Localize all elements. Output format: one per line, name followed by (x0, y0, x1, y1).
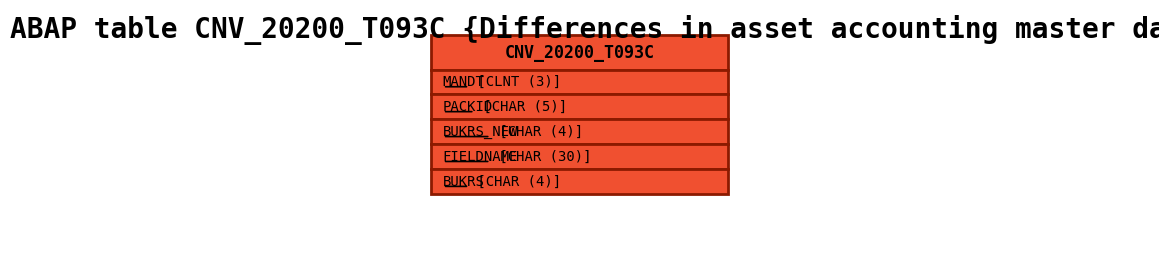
FancyBboxPatch shape (431, 36, 728, 70)
Text: [CLNT (3)]: [CLNT (3)] (469, 75, 561, 89)
Text: CNV_20200_T093C: CNV_20200_T093C (504, 43, 655, 61)
Text: [CHAR (4)]: [CHAR (4)] (490, 125, 583, 139)
FancyBboxPatch shape (431, 120, 728, 144)
Text: BUKRS: BUKRS (443, 175, 484, 189)
Text: SAP ABAP table CNV_20200_T093C {Differences in asset accounting master data}: SAP ABAP table CNV_20200_T093C {Differen… (0, 15, 1159, 45)
FancyBboxPatch shape (431, 95, 728, 120)
Text: [CHAR (30)]: [CHAR (30)] (490, 150, 591, 164)
Text: [CHAR (4)]: [CHAR (4)] (469, 175, 561, 189)
Text: [CHAR (5)]: [CHAR (5)] (475, 100, 567, 114)
Text: MANDT: MANDT (443, 75, 484, 89)
Text: BUKRS_NEW: BUKRS_NEW (443, 125, 518, 139)
Text: PACKID: PACKID (443, 100, 493, 114)
FancyBboxPatch shape (431, 144, 728, 169)
FancyBboxPatch shape (431, 169, 728, 194)
Text: FIELDNAME: FIELDNAME (443, 150, 518, 164)
FancyBboxPatch shape (431, 70, 728, 95)
